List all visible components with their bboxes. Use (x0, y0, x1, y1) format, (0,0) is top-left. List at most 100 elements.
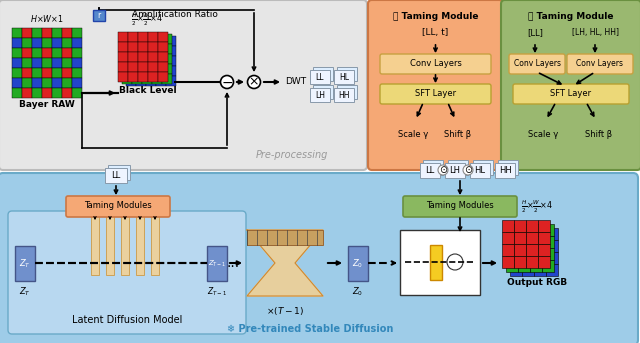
Bar (518, 224, 530, 236)
Bar (52, 48, 62, 58)
Bar (510, 228, 522, 240)
Bar (138, 32, 148, 42)
Bar (538, 232, 550, 244)
Text: LL: LL (426, 166, 435, 175)
Bar (522, 252, 534, 264)
Bar (247, 230, 323, 245)
Bar (72, 48, 82, 58)
Bar (526, 232, 538, 244)
Bar (12, 28, 22, 38)
Bar (122, 44, 132, 54)
Bar (162, 74, 172, 84)
Text: Black Level: Black Level (119, 86, 177, 95)
Bar (42, 28, 52, 38)
Text: Output RGB: Output RGB (507, 278, 567, 287)
Bar (473, 160, 493, 175)
Bar (72, 58, 82, 68)
Bar (126, 56, 136, 66)
Bar (128, 72, 138, 82)
Bar (106, 215, 114, 275)
Bar (526, 244, 538, 256)
Bar (148, 32, 158, 42)
Bar (313, 85, 333, 99)
Bar (542, 224, 554, 236)
Bar (62, 48, 72, 58)
Bar (546, 252, 558, 264)
Bar (12, 38, 22, 48)
Bar (32, 28, 42, 38)
FancyBboxPatch shape (368, 0, 503, 170)
Bar (126, 76, 136, 86)
Bar (136, 215, 144, 275)
Bar (42, 58, 52, 68)
Bar (162, 44, 172, 54)
Bar (146, 76, 156, 86)
Bar (62, 88, 72, 98)
Bar (72, 38, 82, 48)
Bar (534, 264, 546, 276)
Bar (546, 240, 558, 252)
Bar (128, 32, 138, 42)
Bar (334, 70, 354, 84)
Text: Shift β: Shift β (586, 130, 612, 139)
Bar (148, 42, 158, 52)
Bar (156, 76, 166, 86)
Text: 🔥 Taming Module: 🔥 Taming Module (393, 12, 478, 21)
Bar (15, 246, 35, 281)
Bar (502, 232, 514, 244)
Bar (128, 52, 138, 62)
Bar (22, 78, 32, 88)
Bar (506, 224, 518, 236)
Bar (52, 58, 62, 68)
Text: $Z_{T-1}$: $Z_{T-1}$ (207, 285, 227, 297)
Bar (52, 78, 62, 88)
Text: LL: LL (111, 171, 120, 180)
Text: $\times(T-1)$: $\times(T-1)$ (266, 305, 304, 317)
FancyBboxPatch shape (403, 196, 517, 217)
Bar (506, 260, 518, 272)
Bar (32, 58, 42, 68)
Bar (72, 88, 82, 98)
Bar (530, 236, 542, 248)
Bar (22, 48, 32, 58)
Bar (121, 215, 129, 275)
Bar (138, 62, 148, 72)
Text: $Z_T$: $Z_T$ (19, 257, 31, 270)
Text: $\frac{H}{2}$$\times$$\frac{W}{2}$$\times$4: $\frac{H}{2}$$\times$$\frac{W}{2}$$\time… (521, 199, 553, 215)
Bar (337, 85, 357, 99)
Text: $\frac{H}{2}$$\times$$\frac{W}{2}$$\times$4: $\frac{H}{2}$$\times$$\frac{W}{2}$$\time… (131, 12, 163, 28)
Bar (152, 54, 162, 64)
Bar (166, 56, 176, 66)
Bar (122, 64, 132, 74)
Bar (62, 28, 72, 38)
Bar (151, 215, 159, 275)
Bar (32, 78, 42, 88)
Bar (158, 52, 168, 62)
Bar (348, 246, 368, 281)
Bar (12, 58, 22, 68)
Bar (334, 88, 354, 102)
Text: LH: LH (449, 166, 461, 175)
Bar (62, 68, 72, 78)
Text: Taming Modules: Taming Modules (84, 201, 152, 211)
Bar (128, 62, 138, 72)
Bar (506, 248, 518, 260)
Text: Scale γ: Scale γ (528, 130, 558, 139)
Bar (514, 256, 526, 268)
Bar (72, 78, 82, 88)
Bar (514, 244, 526, 256)
Bar (310, 70, 330, 84)
Bar (510, 264, 522, 276)
Bar (156, 36, 166, 46)
Bar (142, 74, 152, 84)
Text: LH: LH (315, 91, 325, 99)
Bar (495, 163, 515, 178)
Bar (22, 88, 32, 98)
Bar (122, 54, 132, 64)
Bar (142, 54, 152, 64)
Bar (105, 168, 127, 183)
Bar (42, 88, 52, 98)
Bar (470, 163, 490, 178)
Text: Conv Layers: Conv Layers (577, 59, 623, 69)
Bar (52, 68, 62, 78)
